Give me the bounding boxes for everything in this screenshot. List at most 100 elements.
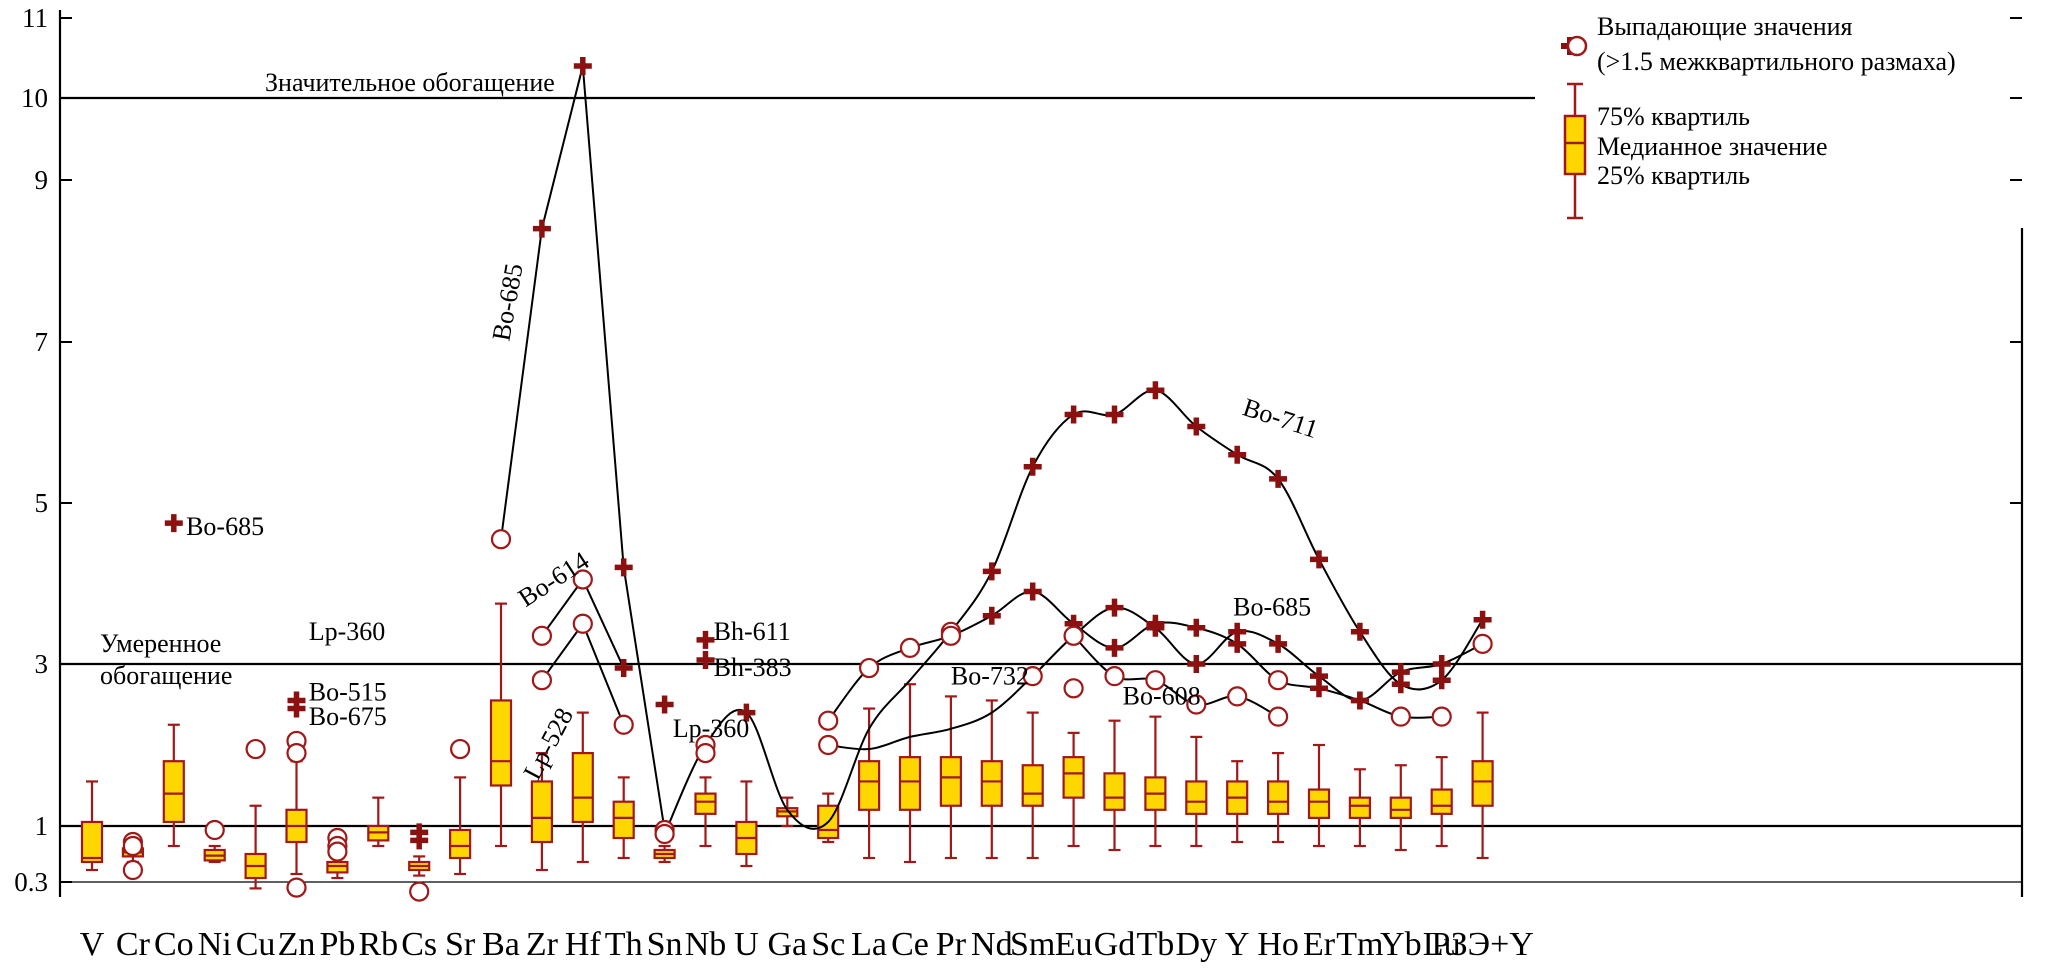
x-label-Th: Th bbox=[605, 926, 643, 963]
annotation-Bo-515: Bo-515 bbox=[309, 677, 387, 706]
x-label-Tb: Tb bbox=[1137, 926, 1175, 963]
box-iqr bbox=[530, 780, 554, 844]
x-label-Sn: Sn bbox=[647, 926, 683, 963]
y-tick-label: 0.3 bbox=[14, 867, 48, 897]
x-label-La: La bbox=[851, 926, 887, 963]
x-label-Hf: Hf bbox=[565, 926, 602, 963]
annotation-Bo-608: Bo-608 bbox=[1123, 682, 1201, 711]
box-Tb bbox=[1144, 715, 1167, 848]
profile-point-circle bbox=[1431, 706, 1452, 727]
x-label-Er: Er bbox=[1303, 926, 1336, 963]
profile-point-cross bbox=[1187, 655, 1206, 673]
box-Nd bbox=[980, 699, 1003, 860]
box-Ni bbox=[203, 844, 226, 864]
box-Dy bbox=[1185, 735, 1208, 848]
axes bbox=[58, 10, 2024, 897]
outlier-circle bbox=[409, 881, 430, 902]
annotation-Bh-383: Bh-383 bbox=[714, 653, 792, 682]
box-iqr bbox=[939, 756, 963, 807]
annotation-Bo-685: Bo-685 bbox=[186, 512, 264, 541]
x-label-Yb: Yb bbox=[1380, 926, 1422, 963]
outlier-circle bbox=[122, 835, 143, 857]
box-La bbox=[857, 707, 881, 860]
profile-point-cross bbox=[1146, 618, 1165, 637]
x-label-Ho: Ho bbox=[1257, 926, 1299, 963]
box-Ba bbox=[489, 602, 513, 848]
outlier-circle bbox=[1063, 678, 1084, 699]
annotation-Bh-611: Bh-611 bbox=[714, 617, 791, 646]
x-label-Pb: Pb bbox=[319, 926, 355, 963]
profile-point-circle bbox=[899, 637, 921, 659]
profile-point-circle bbox=[1186, 694, 1207, 715]
x-label-Eu: Eu bbox=[1055, 926, 1093, 963]
profile-point-cross bbox=[1105, 638, 1124, 657]
profile-point-cross bbox=[1187, 417, 1206, 436]
profile-point-cross bbox=[1105, 405, 1124, 424]
x-label-V: V bbox=[80, 926, 105, 963]
box-U bbox=[735, 780, 758, 868]
box-Lu bbox=[1430, 756, 1453, 848]
x-label-РЗЭ+Y: РЗЭ+Y bbox=[1431, 926, 1534, 963]
legend-median: Медианное значение bbox=[1597, 132, 1828, 161]
box-РЗЭ+Y bbox=[1471, 711, 1494, 860]
profile-point-circle bbox=[818, 734, 839, 756]
y-tick-label: 11 bbox=[22, 3, 48, 33]
box-iqr bbox=[1348, 796, 1372, 820]
profile-point-cross bbox=[614, 558, 633, 577]
box-iqr bbox=[1062, 756, 1085, 799]
annotation-Lp-360: Lp-360 bbox=[309, 617, 386, 646]
y-tick-label: 10 bbox=[21, 83, 48, 113]
profile-point-cross bbox=[1310, 667, 1328, 686]
box-Sm bbox=[1021, 711, 1044, 860]
outlier-cross bbox=[410, 831, 429, 850]
box-Zn bbox=[285, 760, 308, 876]
box-Co bbox=[162, 723, 185, 848]
profile-point-cross bbox=[1391, 663, 1410, 682]
box-iqr bbox=[489, 699, 513, 787]
profile-point-circle bbox=[613, 714, 634, 735]
x-label-U: U bbox=[734, 926, 759, 963]
y-axis-ticks: 11 10 9 7 5 3 1 0.3 bbox=[14, 3, 2022, 897]
x-label-Sm: Sm bbox=[1010, 926, 1055, 963]
x-label-Y: Y bbox=[1225, 926, 1250, 963]
x-label-Ce: Ce bbox=[891, 926, 929, 963]
outlier-cross bbox=[287, 699, 306, 718]
x-label-Ni: Ni bbox=[198, 926, 232, 963]
box-Sn bbox=[653, 844, 676, 864]
profile-point-cross bbox=[1105, 598, 1124, 617]
profile-point-circle bbox=[1227, 686, 1248, 707]
box-iqr bbox=[1307, 788, 1331, 819]
profile-point-circle bbox=[654, 823, 675, 845]
box-Gd bbox=[1103, 719, 1126, 852]
profile-point-circle bbox=[1267, 670, 1289, 691]
profile-point-cross bbox=[982, 606, 1001, 625]
box-iqr bbox=[162, 760, 185, 824]
box-Th bbox=[612, 776, 635, 860]
profile-point-circle bbox=[572, 569, 593, 590]
profile-point-cross bbox=[1146, 381, 1165, 400]
annotation-Bo-711: Bo-711 bbox=[1239, 393, 1321, 444]
profile-point-cross bbox=[1432, 655, 1451, 673]
x-label-Sc: Sc bbox=[811, 926, 845, 963]
box-iqr bbox=[449, 828, 472, 860]
threshold-label: обогащение bbox=[100, 661, 232, 690]
box-Er bbox=[1307, 743, 1331, 848]
outlier-circle bbox=[450, 738, 471, 760]
x-label-Tm: Tm bbox=[1336, 926, 1383, 963]
outlier-cross bbox=[696, 630, 715, 649]
profile-point-cross bbox=[1228, 622, 1247, 641]
outlier-circle bbox=[286, 877, 307, 898]
profile-point-cross bbox=[1350, 622, 1369, 641]
box-Yb bbox=[1389, 764, 1412, 852]
outlier-cross bbox=[655, 695, 674, 714]
profile-point-circle bbox=[858, 657, 880, 679]
box-Ce bbox=[898, 683, 922, 864]
profile-point-cross bbox=[1350, 691, 1369, 710]
box-Eu bbox=[1062, 731, 1085, 848]
y-tick-label: 5 bbox=[35, 488, 49, 518]
box-iqr bbox=[1103, 772, 1126, 811]
box-iqr bbox=[326, 860, 349, 874]
box-iqr bbox=[1021, 764, 1044, 807]
legend-circle-icon bbox=[1566, 35, 1588, 57]
profile-point-circle bbox=[1063, 625, 1084, 646]
